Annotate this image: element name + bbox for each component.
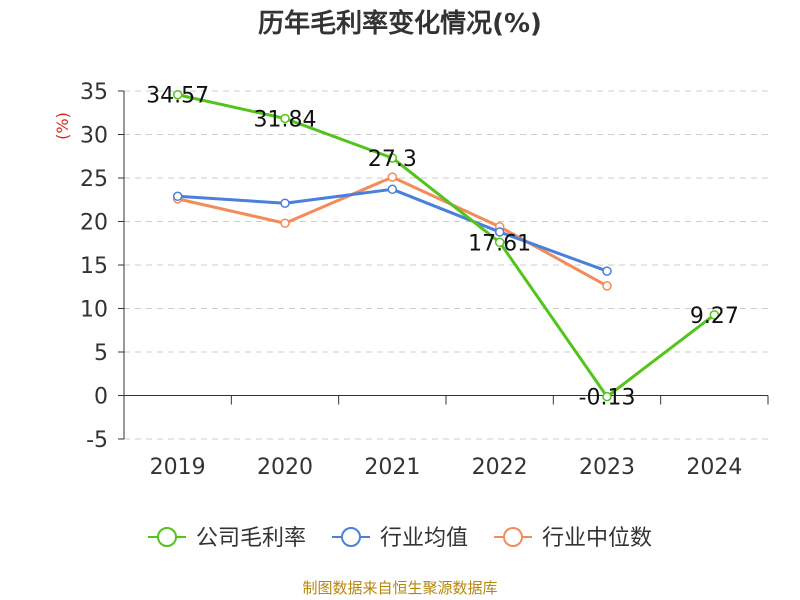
legend-marker <box>341 527 361 547</box>
data-point <box>602 391 612 402</box>
data-point <box>602 266 612 276</box>
data-label: 31.84 <box>254 107 317 132</box>
chart-title: 历年毛利率变化情况(%) <box>258 8 542 39</box>
y-tick-label: 15 <box>80 254 108 279</box>
source-note: 制图数据来自恒生聚源数据库 <box>302 579 497 597</box>
data-point <box>387 184 398 195</box>
gridlines <box>124 90 768 440</box>
data-point <box>280 198 290 208</box>
x-tick-label: 2020 <box>257 455 313 480</box>
legend-label: 公司毛利率 <box>196 526 306 551</box>
x-axis-ticks: 2019 2020 2021 2022 2023 2024 <box>123 395 769 480</box>
data-label: 17.61 <box>468 231 531 256</box>
data-point <box>602 281 612 291</box>
data-point <box>172 191 183 202</box>
legend[interactable]: 公司毛利率 行业均值 行业中位数 <box>148 526 652 551</box>
data-point <box>280 218 290 228</box>
legend-marker <box>157 527 177 547</box>
x-tick-label: 2024 <box>686 455 742 480</box>
y-tick-label: 35 <box>80 80 108 105</box>
data-point <box>387 153 398 163</box>
legend-item[interactable]: 行业中位数 <box>494 526 652 551</box>
y-tick-label: 25 <box>80 167 108 192</box>
y-tick-label: -5 <box>86 428 108 453</box>
x-tick-label: 2022 <box>472 455 528 480</box>
x-tick-label: 2021 <box>364 455 420 480</box>
data-point <box>494 237 505 248</box>
y-tick-label: 30 <box>80 124 108 149</box>
legend-item[interactable]: 公司毛利率 <box>148 526 306 551</box>
data-point <box>494 227 505 237</box>
data-point <box>709 310 720 320</box>
y-tick-label: 5 <box>94 341 108 366</box>
y-tick-label: 20 <box>80 211 108 236</box>
legend-item[interactable]: 行业均值 <box>332 526 468 551</box>
legend-label: 行业均值 <box>380 526 468 551</box>
series-line <box>177 187 608 273</box>
y-axis-unit: (%) <box>53 112 72 140</box>
data-labels: 34.57 31.84 27.3 17.61 -0.13 9.27 <box>146 84 739 411</box>
data-label: 9.27 <box>690 304 739 329</box>
x-tick-label: 2019 <box>150 455 206 480</box>
y-tick-label: 10 <box>80 298 108 323</box>
data-point <box>172 89 183 100</box>
data-point <box>387 172 398 182</box>
legend-marker <box>503 527 523 547</box>
legend-label: 行业中位数 <box>542 526 652 551</box>
series-lines <box>172 89 720 402</box>
y-axis-ticks: 35 30 25 20 15 10 5 0 -5 <box>80 80 124 453</box>
data-label: -0.13 <box>579 386 636 411</box>
series-line <box>177 93 716 399</box>
data-point <box>280 113 290 124</box>
x-tick-label: 2023 <box>579 455 635 480</box>
data-label: 34.57 <box>146 84 209 109</box>
y-tick-label: 0 <box>94 385 108 410</box>
data-label: 27.3 <box>368 147 417 172</box>
